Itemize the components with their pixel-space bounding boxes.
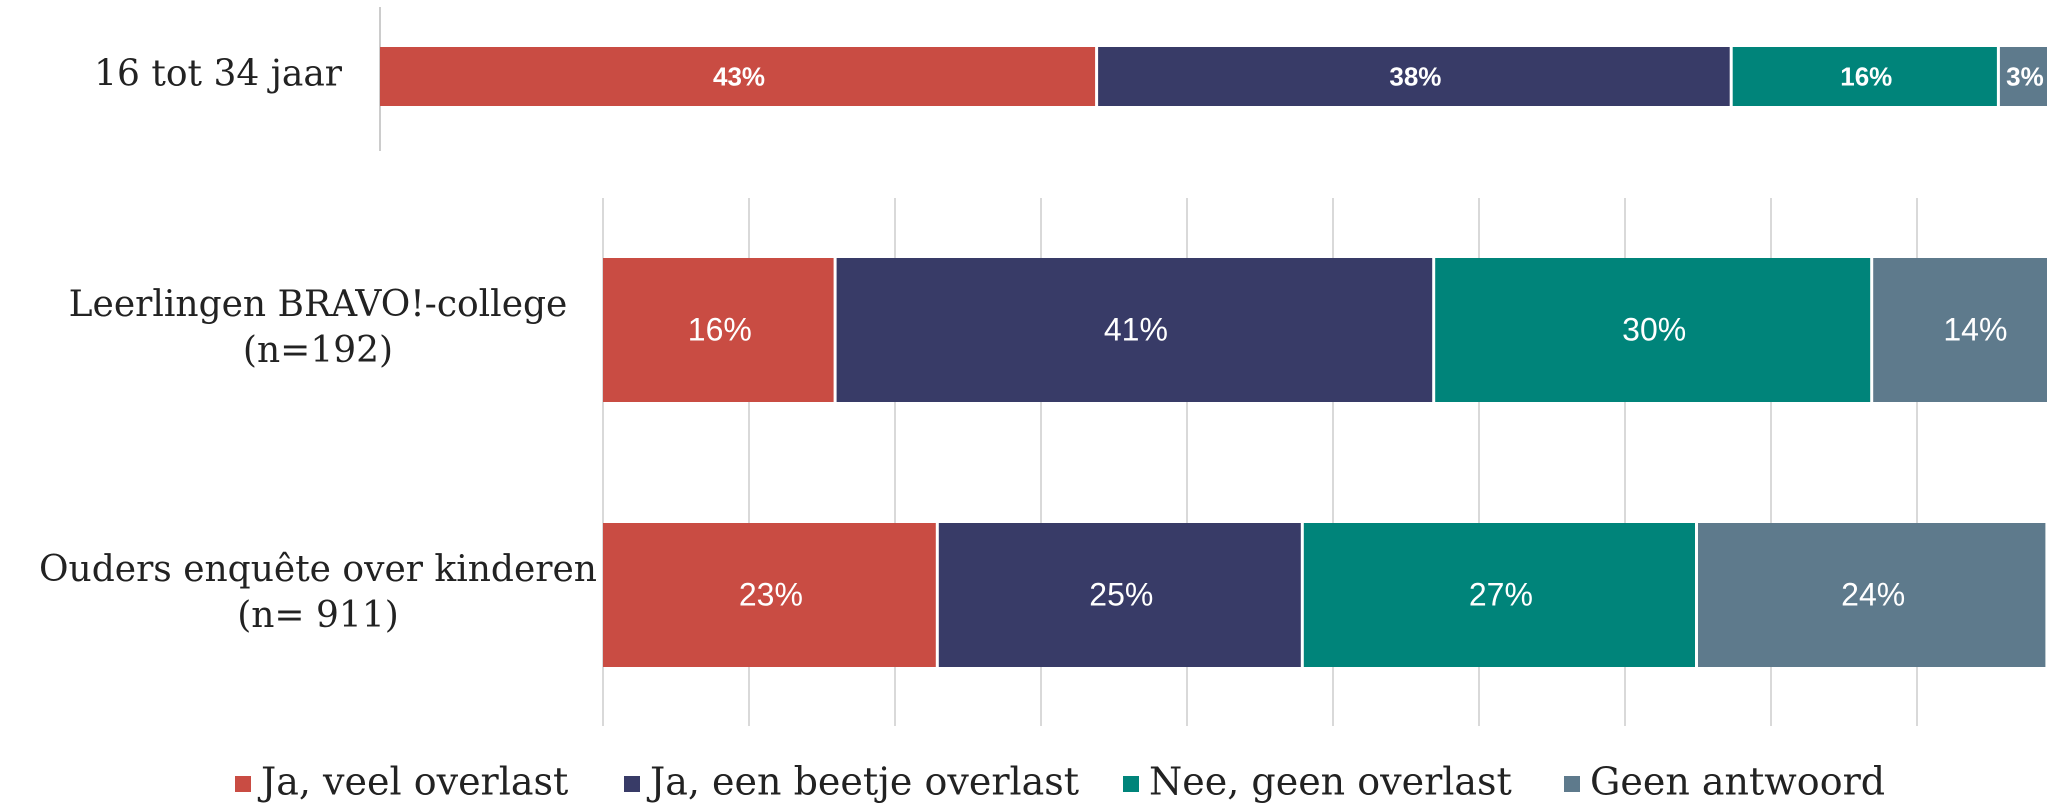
value-label: 16%	[688, 311, 752, 347]
value-label: 25%	[1089, 576, 1153, 612]
value-label: 43%	[713, 61, 765, 91]
bar-segment	[380, 47, 1096, 106]
bar-segment	[1698, 523, 2046, 667]
bar-segment	[1873, 258, 2047, 402]
bar-segment	[603, 258, 834, 402]
bar-segment	[836, 258, 1433, 402]
value-label: 30%	[1622, 311, 1686, 347]
bar-segment	[603, 523, 936, 667]
legend-swatch	[235, 776, 251, 792]
value-label: 27%	[1469, 576, 1533, 612]
legend-label: Ja, een beetje overlast	[646, 760, 1079, 804]
bar-segment	[938, 523, 1301, 667]
category-label: (n= 911)	[237, 595, 399, 636]
legend-swatch	[1564, 776, 1580, 792]
category-label: 16 tot 34 jaar	[94, 54, 343, 95]
value-label: 38%	[1389, 61, 1441, 91]
legend-swatch	[1123, 776, 1139, 792]
legend-label: Nee, geen overlast	[1149, 760, 1512, 804]
bar-segment	[1732, 47, 1997, 106]
bar-segment	[1303, 523, 1695, 667]
legend-label: Ja, veel overlast	[257, 760, 568, 804]
category-label: (n=192)	[243, 330, 393, 371]
value-label: 24%	[1841, 576, 1905, 612]
value-label: 14%	[1943, 311, 2007, 347]
value-label: 23%	[739, 576, 803, 612]
bar-segment	[1435, 258, 1871, 402]
value-label: 16%	[1840, 61, 1892, 91]
legend-swatch	[624, 776, 640, 792]
category-label: Ouders enquête over kinderen	[39, 549, 597, 590]
value-label: 3%	[2006, 61, 2044, 91]
category-label: Leerlingen BRAVO!-college	[69, 284, 568, 325]
value-label: 41%	[1104, 311, 1168, 347]
legend-label: Geen antwoord	[1590, 760, 1885, 804]
bar-segment	[1999, 47, 2047, 106]
bar-segment	[1098, 47, 1730, 106]
